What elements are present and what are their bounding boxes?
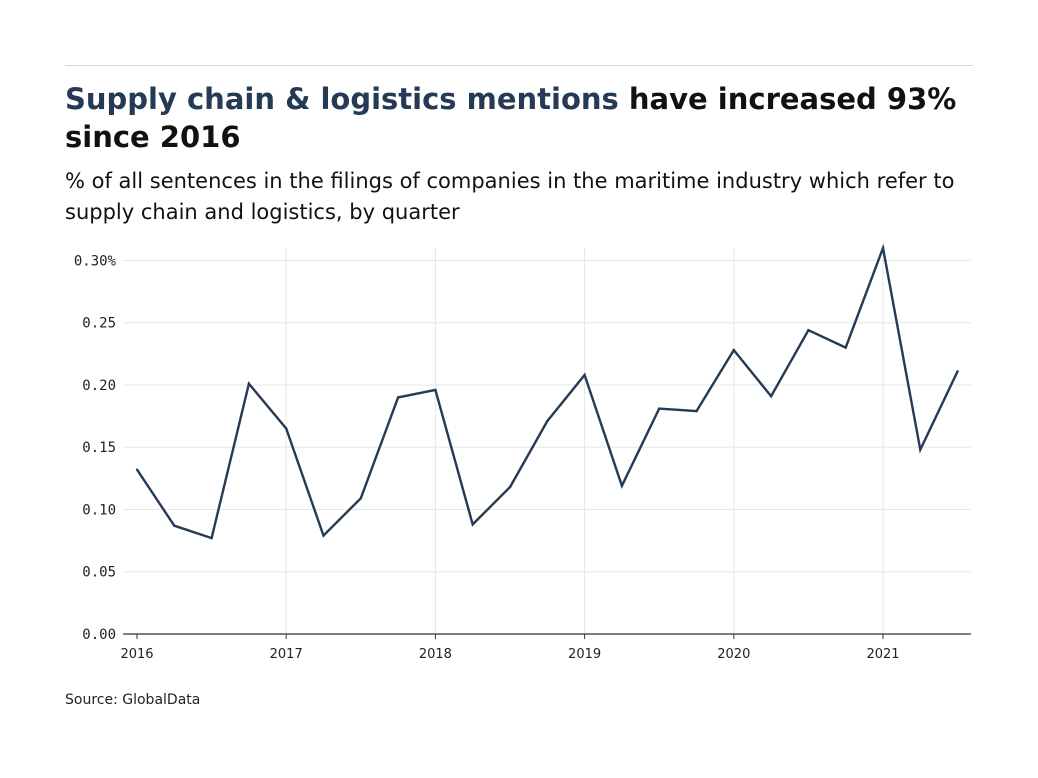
data-point — [546, 419, 549, 423]
data-point — [807, 328, 810, 332]
data-point — [285, 427, 288, 430]
data-point — [881, 246, 885, 250]
data-point — [471, 523, 474, 526]
series-line — [136, 243, 959, 540]
x-tick-label: 2021 — [866, 647, 899, 662]
y-tick-label: 0.15 — [82, 440, 116, 456]
data-point — [322, 534, 325, 537]
data-point — [508, 485, 512, 489]
y-tick-label: 0.10 — [82, 502, 116, 518]
data-point — [359, 497, 362, 500]
chart-title: Supply chain & logistics mentions have i… — [65, 80, 975, 156]
x-tick-label: 2018 — [419, 647, 452, 662]
data-point — [844, 346, 847, 349]
data-point — [135, 468, 139, 471]
data-point — [396, 396, 400, 399]
data-point — [769, 394, 773, 398]
y-tick-label: 0.00 — [82, 627, 116, 643]
chart-subtitle: % of all sentences in the filings of com… — [65, 169, 955, 224]
data-point — [919, 448, 922, 451]
data-point — [583, 373, 586, 377]
y-tick-label: 0.05 — [82, 565, 116, 581]
data-point — [210, 536, 213, 540]
data-point — [434, 388, 437, 392]
data-point — [173, 524, 176, 527]
y-tick-label: 0.25 — [82, 316, 116, 332]
chart-title-rest: have increased 93% since 2016 — [65, 82, 957, 154]
top-rule — [65, 65, 973, 66]
data-point — [620, 484, 624, 488]
data-point — [732, 348, 735, 352]
data-point — [695, 409, 698, 413]
chart-title-highlight: Supply chain & logistics mentions — [65, 82, 619, 116]
x-tick-label: 2019 — [568, 647, 601, 662]
source-note: Source: GlobalData — [65, 692, 201, 708]
y-tick-label: 0.20 — [82, 378, 116, 394]
data-point — [247, 382, 251, 385]
data-point — [956, 370, 959, 373]
x-tick-label: 2020 — [717, 647, 750, 662]
y-tick-label: 0.30% — [74, 253, 117, 269]
x-tick-label: 2016 — [120, 647, 153, 662]
x-tick-label: 2017 — [270, 647, 303, 662]
data-point — [658, 407, 661, 410]
